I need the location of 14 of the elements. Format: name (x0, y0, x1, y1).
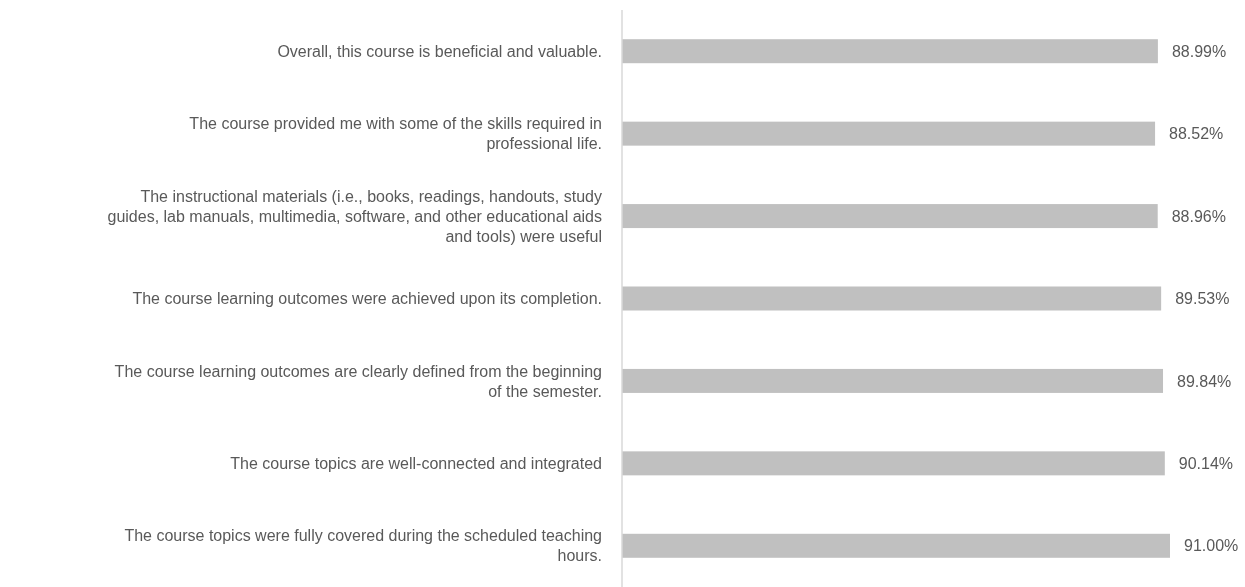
y-tick-label: The course learning outcomes were achieved upon its completion. (132, 290, 602, 308)
data-label: 90.14% (1178, 454, 1234, 472)
y-tick-label: The instructional materials (i.e., books, readings, handouts, study guides, lab manuals, multimedia, software, and other educational aids and tools) were useful (107, 187, 602, 245)
y-tick-label: The course provided me with some of the skills required in professional life. (189, 115, 602, 153)
data-label: 88.96% (1171, 207, 1226, 225)
data-label: 89.84% (1177, 372, 1232, 390)
data-label: 88.99% (1171, 42, 1227, 60)
y-tick-label: The course topics were fully covered during the scheduled teaching hours. (124, 527, 602, 565)
y-tick-label: Overall, this course is beneficial and valuable. (277, 42, 602, 60)
data-label: 89.53% (1175, 290, 1230, 308)
y-tick-label: The course learning outcomes are clearly defined from the beginning of the semester. (114, 362, 602, 400)
y-tick-label: The course topics are well-connected and integrated (230, 454, 602, 472)
data-label: 91.00% (1184, 537, 1239, 555)
data-label: 88.52% (1169, 125, 1224, 143)
